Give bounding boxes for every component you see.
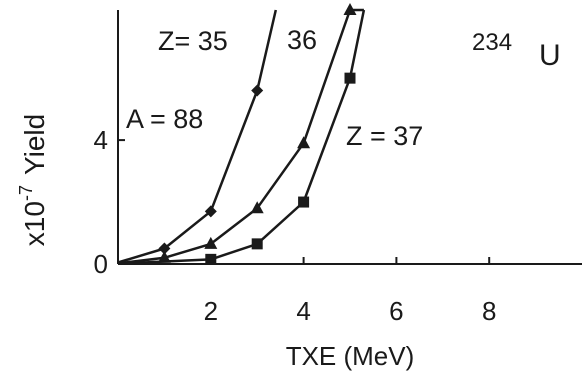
series-line	[117, 9, 366, 265]
x-ticks: 2 4 6 8	[204, 257, 496, 326]
series-triangle	[117, 3, 364, 265]
y-axis-label: x10-7 Yield	[16, 114, 50, 246]
x-tick-label: 8	[482, 296, 496, 326]
series-diamond	[117, 9, 278, 264]
y-tick-label: 4	[94, 125, 108, 155]
x-tick-label: 2	[204, 296, 218, 326]
data-point-triangle	[297, 136, 311, 149]
data-point-triangle	[157, 250, 171, 263]
annotation-z37: Z = 37	[346, 121, 423, 151]
nucleus-symbol: U	[539, 39, 561, 72]
y-axis-label-exponent: -7	[16, 185, 36, 201]
y-axis-label-prefix: x10	[19, 201, 50, 246]
x-axis-label: TXE (MeV)	[286, 341, 415, 371]
data-point-diamond	[251, 84, 264, 97]
nucleus-mass-number: 234	[472, 29, 512, 56]
data-point-triangle	[343, 3, 357, 15]
series-square	[117, 9, 366, 265]
data-point-square	[344, 72, 356, 84]
y-ticks: 04	[94, 125, 125, 279]
x-tick-label: 4	[296, 296, 310, 326]
annotation-z36: 36	[287, 25, 317, 55]
x-tick-label: 6	[389, 296, 403, 326]
data-point-square	[298, 196, 310, 208]
annotation-z35: Z= 35	[158, 26, 228, 56]
data-point-triangle	[204, 236, 218, 249]
y-tick-label: 0	[94, 249, 108, 279]
data-point-square	[251, 238, 263, 250]
data-point-diamond	[158, 242, 171, 255]
data-point-triangle	[250, 201, 264, 214]
annotation-a88: A = 88	[126, 104, 203, 134]
data-point-square	[205, 253, 217, 265]
y-axis-label-word: Yield	[19, 114, 50, 175]
series-layer	[117, 3, 366, 265]
data-point-diamond	[204, 205, 217, 218]
